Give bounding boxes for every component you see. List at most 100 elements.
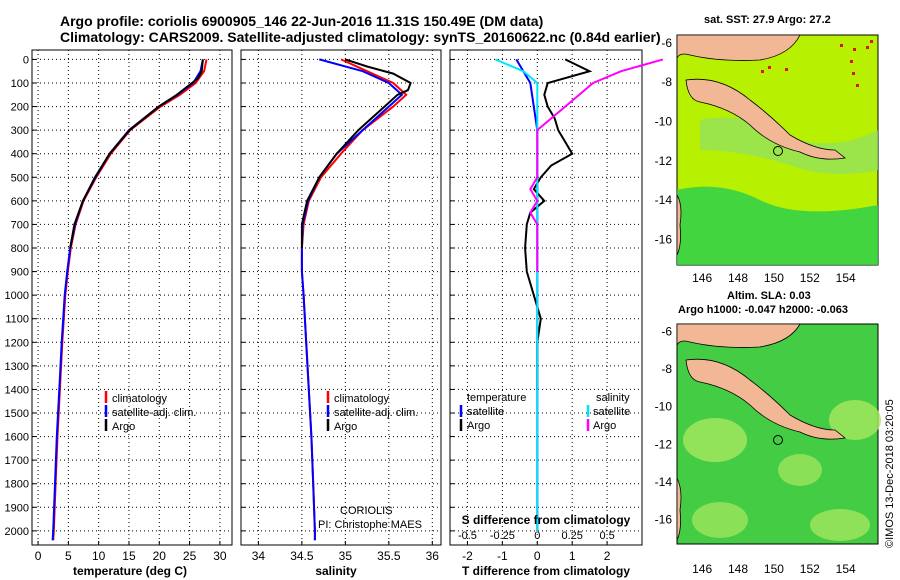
depth-tick-label: 1700: [5, 455, 29, 467]
sla-map-land-png: [685, 358, 846, 440]
depth-tick-label: 500: [11, 172, 29, 184]
depth-tick-label: 1900: [5, 502, 29, 514]
pi-annotation: PI: Christophe MAES: [318, 519, 422, 531]
sla-map-lat-label: -12: [655, 437, 673, 451]
sst-map-green-band: [677, 186, 878, 265]
sst-map-lon-label: 148: [728, 271, 748, 285]
sst-map-lat-label: -10: [655, 114, 673, 128]
s-difference-label: S difference from climatology: [462, 513, 631, 527]
depth-tick-label: 200: [11, 102, 29, 114]
legend-header-salinity: salinity: [596, 392, 630, 404]
sst-hot-pixel: [866, 46, 869, 49]
legend-label-satellite: satellite-adj. clim.: [112, 407, 196, 419]
sst-hot-pixel: [840, 44, 843, 47]
sla-map-blob: [778, 454, 822, 486]
x-tick-label: 0: [35, 549, 42, 563]
x-tick-label: 30: [213, 549, 227, 563]
difference-legend: temperature salinity satellite Argo sate…: [459, 392, 631, 527]
title-line-2: Climatology: CARS2009. Satellite-adjuste…: [60, 29, 661, 45]
sst-hot-pixel: [850, 60, 853, 63]
legend-label-s-satellite: satellite: [593, 406, 630, 418]
x-tick-label: 36: [426, 549, 440, 563]
salinity-panel-frame: [240, 49, 442, 546]
s-tick-label: 0.25: [561, 530, 582, 542]
x-tick-label: 0: [534, 549, 541, 563]
sst-hot-pixel: [768, 66, 771, 69]
legend-label-satellite: satellite-adj. clim.: [334, 407, 418, 419]
sla-map-land-north: [676, 323, 801, 348]
sla-map-title-1: Altim. SLA: 0.03: [727, 290, 811, 302]
series-line-argo: [69, 59, 204, 249]
x-tick-label: 34: [252, 549, 266, 563]
sla-map-blob: [683, 418, 747, 462]
sla-map-lat-label: -10: [655, 400, 673, 414]
sst-map-land-png: [685, 78, 846, 160]
sla-map-land-west: [676, 477, 682, 541]
depth-tick-label: 400: [11, 149, 29, 161]
depth-tick-label: 700: [11, 219, 29, 231]
depth-tick-label: 1800: [5, 479, 29, 491]
difference-xlabel: T difference from climatology: [462, 564, 630, 578]
depth-tick-label: 100: [11, 78, 29, 90]
sla-map-lat-label: -6: [661, 325, 672, 339]
x-tick-label: 35: [339, 549, 353, 563]
sst-map: [676, 34, 879, 266]
depth-tick-label: 1200: [5, 337, 29, 349]
sla-map-blob: [829, 400, 881, 440]
x-tick-label: 15: [122, 549, 136, 563]
legend-label-climatology: climatology: [334, 393, 390, 405]
sla-map-lat-label: -8: [661, 362, 672, 376]
series-line-climatology: [52, 59, 208, 541]
s-tick-label: 0: [534, 530, 540, 542]
sla-map-title-2: Argo h1000: -0.047 h2000: -0.063: [678, 304, 848, 316]
sst-map-lat-label: -12: [655, 154, 673, 168]
sla-map-blob: [692, 502, 748, 538]
sla-argo-location-marker: [773, 435, 783, 445]
x-tick-label: -2: [462, 549, 473, 563]
depth-tick-label: 2000: [5, 526, 29, 538]
sst-map-lon-label: 152: [800, 271, 820, 285]
s-tick-label: -0.25: [490, 530, 515, 542]
depth-tick-label: 1000: [5, 290, 29, 302]
x-tick-label: 10: [92, 549, 106, 563]
x-tick-label: 5: [65, 549, 72, 563]
sst-map-lon-label: 150: [764, 271, 784, 285]
s-tick-label: -0.5: [458, 530, 477, 542]
depth-tick-label: 900: [11, 267, 29, 279]
title-line-1: Argo profile: coriolis 6900905_146 22-Ju…: [60, 13, 544, 29]
x-tick-label: 20: [153, 549, 167, 563]
depth-tick-label: 0: [23, 54, 29, 66]
sst-map-lat-label: -14: [655, 193, 673, 207]
temperature-xlabel: temperature (deg C): [73, 564, 187, 578]
legend-label-s-argo: Argo: [593, 420, 616, 432]
sla-map: [676, 323, 881, 545]
depth-tick-label: 1500: [5, 408, 29, 420]
sst-map-lat-label: -8: [661, 75, 672, 89]
sst-map-lon-label: 154: [836, 271, 856, 285]
temperature-legend: climatology satellite-adj. clim. Argo: [104, 391, 196, 433]
series-line-satellite-adj-clim-: [300, 58, 404, 541]
depth-tick-label: 1100: [5, 314, 29, 326]
sst-map-lat-label: -16: [655, 232, 673, 246]
sst-hot-pixel: [852, 72, 855, 75]
temperature-panel-frame: [31, 49, 233, 546]
sst-hot-pixel: [761, 70, 764, 73]
sst-hot-pixel: [785, 68, 788, 71]
sst-map-lon-label: 146: [692, 271, 712, 285]
legend-label-climatology: climatology: [112, 393, 168, 405]
x-tick-label: 34.5: [290, 549, 314, 563]
legend-label-t-argo: Argo: [467, 420, 490, 432]
series-line-argo: [300, 58, 412, 248]
legend-label-argo: Argo: [334, 421, 357, 433]
sst-hot-pixel: [856, 84, 859, 87]
salinity-xlabel: salinity: [315, 564, 357, 578]
legend-label-argo: Argo: [112, 421, 135, 433]
depth-tick-label: 1300: [5, 361, 29, 373]
s-tick-label: 0.5: [599, 530, 614, 542]
sla-map-lat-label: -16: [655, 513, 673, 527]
sla-map-lon-label: 152: [800, 562, 820, 576]
sst-map-land-north: [676, 34, 801, 61]
salinity-legend: climatology satellite-adj. clim. Argo CO…: [318, 391, 422, 531]
sla-map-blob: [810, 509, 870, 541]
